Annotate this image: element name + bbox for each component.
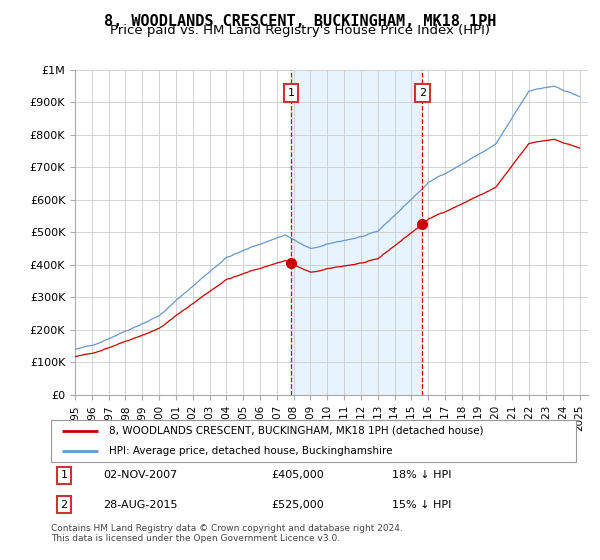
- FancyBboxPatch shape: [51, 420, 576, 462]
- Text: £405,000: £405,000: [271, 470, 324, 480]
- Text: 1: 1: [61, 470, 68, 480]
- Text: 2: 2: [419, 88, 426, 98]
- Text: 8, WOODLANDS CRESCENT, BUCKINGHAM, MK18 1PH (detached house): 8, WOODLANDS CRESCENT, BUCKINGHAM, MK18 …: [109, 426, 483, 436]
- Bar: [580, 70, 588, 395]
- Text: 1: 1: [287, 88, 295, 98]
- Text: 28-AUG-2015: 28-AUG-2015: [104, 500, 178, 510]
- Text: 15% ↓ HPI: 15% ↓ HPI: [392, 500, 452, 510]
- Text: 02-NOV-2007: 02-NOV-2007: [104, 470, 178, 480]
- Text: 18% ↓ HPI: 18% ↓ HPI: [392, 470, 452, 480]
- Text: Price paid vs. HM Land Registry's House Price Index (HPI): Price paid vs. HM Land Registry's House …: [110, 24, 490, 36]
- Text: £525,000: £525,000: [271, 500, 324, 510]
- Text: 2: 2: [61, 500, 68, 510]
- Text: 8, WOODLANDS CRESCENT, BUCKINGHAM, MK18 1PH: 8, WOODLANDS CRESCENT, BUCKINGHAM, MK18 …: [104, 14, 496, 29]
- Text: Contains HM Land Registry data © Crown copyright and database right 2024.
This d: Contains HM Land Registry data © Crown c…: [51, 524, 403, 543]
- Bar: [291, 70, 422, 395]
- Text: HPI: Average price, detached house, Buckinghamshire: HPI: Average price, detached house, Buck…: [109, 446, 392, 456]
